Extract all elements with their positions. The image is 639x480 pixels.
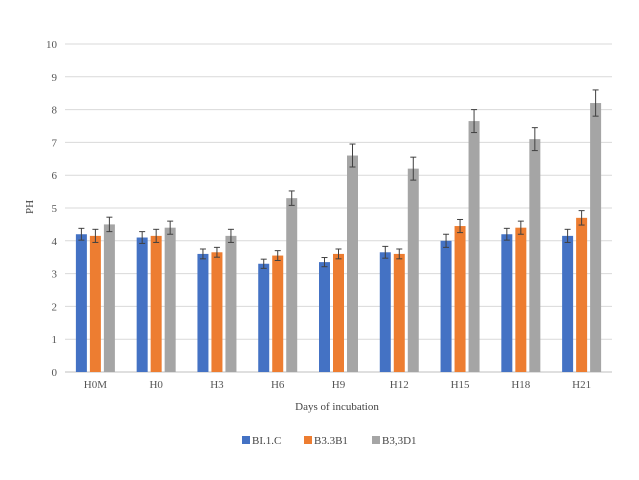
y-tick-label: 8 [52, 105, 58, 117]
bar [272, 255, 284, 372]
bar [225, 235, 237, 372]
bar [590, 103, 602, 372]
bar [286, 198, 298, 372]
x-tick-label: H3 [210, 379, 224, 391]
bar [211, 252, 223, 372]
bar [468, 121, 480, 372]
legend-label: B3,3D1 [382, 435, 417, 447]
bar [454, 226, 466, 372]
bar [319, 262, 330, 372]
legend-swatch [242, 436, 250, 444]
y-tick-label: 4 [52, 236, 58, 248]
legend-swatch [304, 436, 312, 444]
y-tick-label: 0 [52, 367, 58, 379]
bar [164, 227, 176, 372]
bar [501, 234, 513, 372]
x-tick-label: H12 [390, 379, 409, 391]
x-tick-label: H6 [271, 379, 285, 391]
x-tick-label: H0 [149, 379, 163, 391]
x-tick-label: H21 [572, 379, 591, 391]
bar [529, 139, 541, 372]
bar [333, 253, 344, 372]
bars [75, 103, 602, 372]
bar [576, 217, 588, 372]
legend-label: BI.1.C [252, 435, 281, 447]
y-tick-label: 10 [46, 39, 58, 51]
bar [440, 240, 452, 372]
legend-label: B3.3B1 [314, 435, 348, 447]
bar [562, 235, 574, 372]
bar [407, 168, 419, 372]
y-tick-label: 2 [52, 301, 58, 313]
error-bars [78, 89, 599, 269]
y-tick-label: 6 [52, 170, 58, 182]
y-tick-label: 9 [52, 72, 58, 84]
x-tick-label: H18 [511, 379, 530, 391]
legend: BI.1.C B3.3B1 B3,3D1 [242, 435, 417, 447]
y-tick-label: 7 [52, 137, 58, 149]
legend-swatch [372, 436, 380, 444]
y-tick-labels: 0 1 2 3 4 5 6 7 8 9 10 [46, 39, 58, 379]
bar [103, 224, 115, 372]
x-axis-title: Days of incubation [295, 401, 379, 413]
bar [197, 253, 209, 372]
bar [258, 263, 270, 372]
x-tick-labels: H0M H0 H3 H6 H9 H12 H15 H18 H21 [84, 379, 591, 391]
y-tick-label: 3 [52, 269, 58, 281]
x-tick-label: H0M [84, 379, 107, 391]
y-tick-label: 1 [52, 334, 58, 346]
bar [515, 227, 527, 372]
y-axis-title: PH [24, 200, 36, 214]
bar [75, 234, 87, 372]
bar [89, 235, 101, 372]
bar [379, 252, 391, 372]
x-tick-label: H9 [332, 379, 346, 391]
bar [136, 237, 148, 372]
x-tick-label: H15 [451, 379, 470, 391]
y-tick-label: 5 [52, 203, 58, 215]
bar [393, 253, 405, 372]
bar [347, 155, 358, 372]
bar [150, 235, 162, 372]
